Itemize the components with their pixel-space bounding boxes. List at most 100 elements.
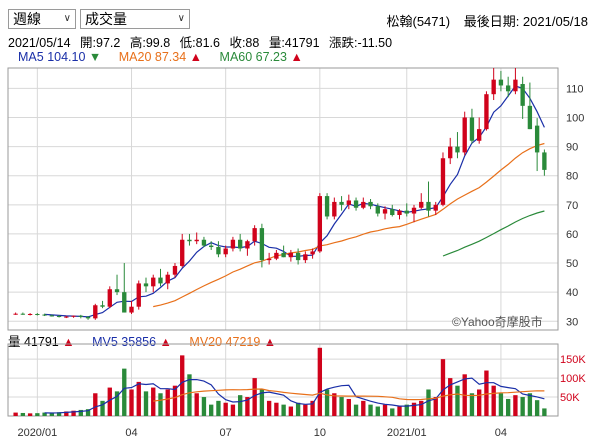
- price-legend: MA5 104.10 ▼ MA20 87.34 ▲ MA60 67.23 ▲: [18, 50, 317, 64]
- volume-bar: [230, 404, 236, 416]
- volume-bar: [35, 413, 40, 416]
- price-grid: [8, 68, 558, 330]
- volume-tick-label: 50K: [560, 392, 580, 404]
- chevron-down-icon: ∨: [177, 13, 185, 24]
- volume-bar: [498, 393, 504, 416]
- legend-ma60-value: 67.23: [255, 50, 287, 64]
- candle-body: [252, 228, 257, 242]
- volume-axis-ticks: 150K 100K 50K: [560, 354, 586, 404]
- volume-bar: [513, 395, 518, 416]
- ma20-line: [153, 142, 545, 308]
- candle-body: [353, 200, 359, 208]
- volume-bar: [56, 412, 62, 416]
- candle-body: [35, 313, 40, 315]
- volume-bar: [85, 409, 91, 416]
- volume-bar: [64, 411, 69, 416]
- date-tick-label: 2021/01: [387, 427, 427, 439]
- candle-body: [426, 201, 431, 211]
- volume-bar: [368, 404, 373, 416]
- volume-bar: [13, 412, 18, 416]
- legend-ma5: MA5 104.10 ▼: [18, 50, 101, 64]
- ohlc-date: 2021/05/14: [8, 36, 71, 50]
- candle-body: [505, 85, 511, 92]
- volume-bar: [484, 370, 489, 416]
- volume-bar: [78, 409, 83, 416]
- up-arrow-icon: ▲: [62, 335, 75, 349]
- legend-volume-label: 量: [8, 335, 21, 349]
- volume-bar: [223, 402, 228, 416]
- indicator-select-value: 成交量: [85, 11, 127, 27]
- candle-body: [513, 79, 518, 92]
- candle-body: [100, 305, 105, 307]
- volume-bar: [542, 408, 547, 416]
- volume-bar: [93, 393, 98, 416]
- ohlc-open: 開:97.2: [80, 36, 121, 50]
- ma60-line: [442, 210, 545, 257]
- candle-body: [143, 283, 149, 287]
- candle-body: [165, 274, 170, 284]
- volume-bar: [129, 389, 134, 416]
- volume-bar: [274, 402, 279, 416]
- ohlc-readout: 2021/05/14 開:97.2 高:99.8 低:81.6 收:88 量:4…: [8, 32, 398, 51]
- candle-body: [332, 201, 337, 217]
- candle-body: [390, 209, 395, 216]
- candle-body: [151, 277, 156, 287]
- candle-body: [484, 94, 489, 130]
- indicator-select[interactable]: 成交量 ∨: [80, 9, 190, 29]
- candle-body: [78, 315, 83, 317]
- volume-bar: [375, 406, 380, 416]
- candle-body: [295, 252, 301, 261]
- volume-bar: [194, 393, 199, 416]
- up-arrow-icon: ▲: [189, 50, 203, 64]
- candle-body: [375, 206, 380, 214]
- candle-body: [85, 316, 91, 319]
- candle-body: [491, 79, 496, 95]
- volume-bar: [346, 398, 351, 416]
- down-arrow-icon: ▼: [88, 50, 102, 64]
- date-axis-ticks: 2020/01 04 07 10 2021/01 04: [17, 427, 507, 439]
- period-select[interactable]: 週線 ∨: [8, 9, 76, 29]
- volume-bar: [20, 412, 26, 416]
- volume-bar: [143, 391, 149, 416]
- volume-bar: [411, 402, 417, 416]
- legend-ma5-value: 104.10: [47, 50, 86, 64]
- legend-volume: 量 41791 ▲: [8, 335, 75, 349]
- price-axis-ticks: 110 100 90 80 70 60 50 40 30: [566, 83, 584, 328]
- volume-bar: [448, 378, 453, 416]
- candle-body: [542, 152, 547, 170]
- price-tick-label: 70: [566, 200, 578, 212]
- ohlc-low: 低:81.6: [179, 36, 220, 50]
- volume-bar: [303, 404, 308, 416]
- volume-bar: [397, 406, 402, 416]
- candle-body: [274, 252, 279, 259]
- candle-body: [534, 125, 540, 153]
- candle-body: [288, 252, 294, 258]
- legend-mv5-label: MV5: [92, 335, 118, 349]
- up-arrow-icon: ▲: [159, 335, 172, 349]
- watermark: ©Yahoo奇摩股市: [452, 314, 543, 329]
- up-arrow-icon: ▲: [290, 50, 303, 64]
- legend-ma60: MA60 67.23 ▲: [220, 50, 303, 64]
- volume-bar: [382, 404, 388, 416]
- price-tick-label: 30: [566, 316, 578, 328]
- last-date: 最後日期: 2021/05/18: [463, 14, 588, 29]
- volume-bar: [49, 412, 55, 416]
- volume-bar: [180, 355, 185, 416]
- mv5-line: [44, 377, 545, 414]
- volume-average-lines: [44, 377, 545, 414]
- volume-bar: [433, 397, 438, 416]
- ohlc-volume: 量:41791: [268, 36, 320, 50]
- legend-volume-value: 41791: [24, 335, 59, 349]
- candle-body: [230, 239, 236, 249]
- volume-bar: [520, 397, 525, 416]
- candle-body: [237, 239, 243, 249]
- volume-bar: [353, 404, 359, 416]
- candle-body: [361, 201, 366, 208]
- ohlc-high: 高:99.8: [129, 36, 171, 50]
- candle-body: [245, 241, 250, 249]
- candle-body: [346, 200, 351, 205]
- candle-body: [20, 313, 26, 315]
- volume-bar: [390, 408, 395, 416]
- candle-body: [194, 239, 199, 242]
